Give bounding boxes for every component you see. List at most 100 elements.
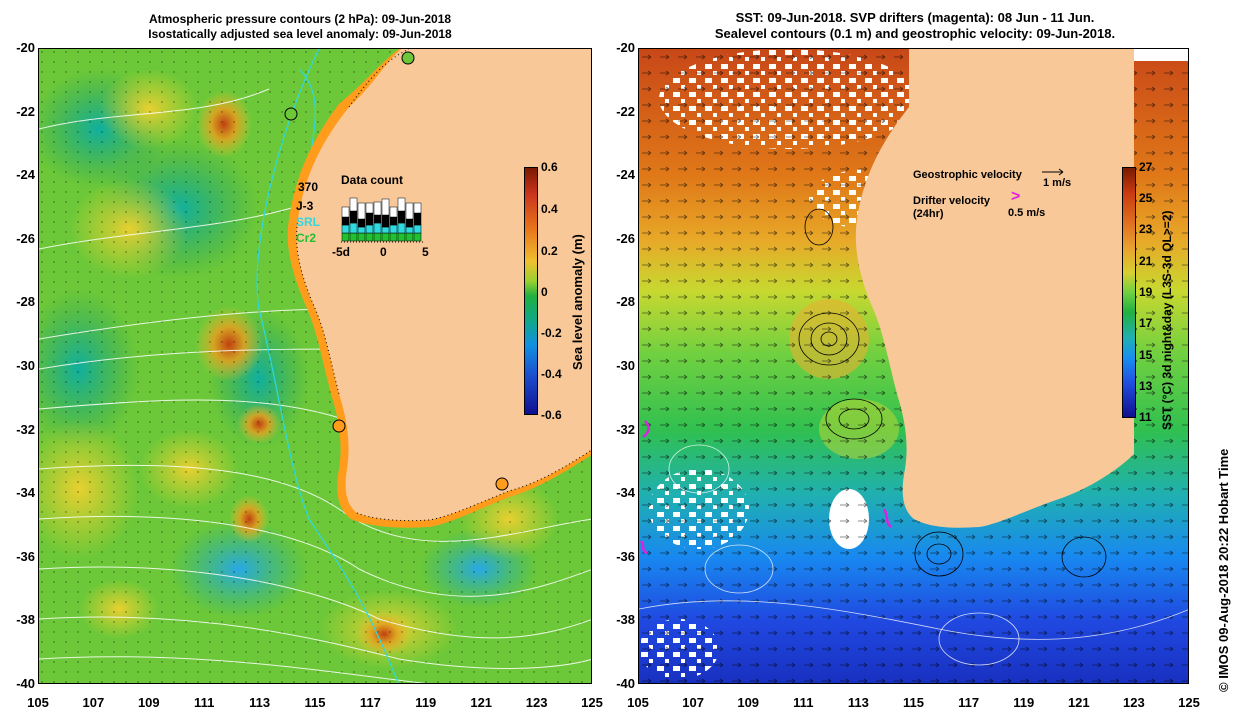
- mission-j3-label: J-3: [296, 199, 314, 213]
- lon-label: 121: [470, 695, 493, 710]
- lon-label: 109: [737, 695, 760, 710]
- sla-tick: 0.4: [541, 202, 558, 216]
- data-count-bar: [365, 224, 374, 234]
- lon-label: 113: [249, 695, 271, 710]
- sst-colorbar: [1122, 167, 1136, 418]
- lon-label: 105: [27, 695, 49, 710]
- data-count-bar: [341, 232, 350, 242]
- lon-label: 109: [137, 695, 160, 710]
- station-marker: [401, 51, 415, 65]
- sla-tick: -0.6: [541, 408, 562, 422]
- australia-land: [296, 49, 591, 521]
- lat-label: -36: [16, 548, 35, 564]
- sst-tick: 13: [1139, 379, 1153, 393]
- lon-label: 115: [304, 695, 326, 710]
- geo-velocity-arrow-icon: [1042, 168, 1064, 176]
- data-count-bar: [389, 206, 398, 218]
- data-count-bar: [357, 226, 366, 234]
- sst-tick: 15: [1139, 348, 1153, 362]
- data-count-bar: [373, 222, 382, 234]
- data-count-bar: [381, 226, 390, 234]
- data-count-bar: [381, 232, 390, 242]
- sst-map-svg: [639, 49, 1188, 683]
- data-count-bar: [397, 210, 406, 224]
- sla-tick: 0.2: [541, 244, 558, 258]
- data-count-bar: [373, 214, 382, 224]
- data-count-bar: [357, 218, 366, 228]
- data-count-bar: [365, 202, 374, 214]
- lat-label: -38: [16, 612, 35, 628]
- lat-label: -26: [16, 230, 35, 246]
- lon-label: 113: [847, 695, 869, 710]
- right-panel-title: SST: 09-Jun-2018. SVP drifters (magenta)…: [645, 10, 1185, 42]
- data-count-bar: [365, 232, 374, 242]
- left-title-line2: Isostatically adjusted sea level anomaly…: [148, 27, 452, 41]
- data-count-bar: [389, 232, 398, 242]
- sst-tick: 19: [1139, 285, 1153, 299]
- drifter-velocity-sub: (24hr): [913, 208, 944, 220]
- lon-label: 117: [958, 695, 980, 710]
- data-count-bars: [341, 197, 423, 243]
- sst-tick: 27: [1139, 160, 1153, 174]
- data-count-bar: [341, 216, 350, 226]
- data-count-bar: [413, 232, 422, 242]
- data-count-tick-2: 0: [380, 245, 387, 259]
- sea-level-anomaly-svg: [39, 49, 591, 683]
- data-count-bar: [413, 212, 422, 226]
- lat-label: -32: [616, 421, 635, 437]
- sla-tick: 0: [541, 285, 548, 299]
- mission-srl-label: SRL: [296, 215, 320, 229]
- lat-label: -28: [16, 294, 35, 310]
- lon-label: 125: [581, 695, 603, 710]
- lon-label: 119: [415, 695, 437, 710]
- lat-label: -20: [616, 40, 635, 55]
- lon-label: 125: [1178, 695, 1200, 710]
- right-title-line1: SST: 09-Jun-2018. SVP drifters (magenta)…: [735, 10, 1095, 25]
- data-count-bar: [357, 202, 366, 220]
- data-count-tick-1: -5d: [332, 245, 350, 259]
- right-title-line2: Sealevel contours (0.1 m) and geostrophi…: [714, 26, 1116, 41]
- lon-label: 107: [682, 695, 704, 710]
- lon-label: 107: [82, 695, 105, 710]
- mission-cr2-label: Cr2: [296, 231, 317, 245]
- sst-colorbar-label: SST (°C) 3d night&day (L3S-3d QL>=2): [1160, 210, 1174, 431]
- lat-label: -30: [616, 358, 635, 373]
- data-count-bar: [405, 218, 414, 228]
- lat-label: -34: [616, 485, 635, 501]
- lat-label: -22: [616, 103, 635, 119]
- geo-velocity-label: Geostrophic velocity: [913, 169, 1022, 181]
- lat-label: -38: [616, 612, 635, 628]
- data-count-bar: [349, 197, 358, 212]
- drifter-velocity-label: Drifter velocity: [913, 195, 991, 207]
- lon-label: 111: [194, 695, 215, 710]
- data-count-bar: [349, 222, 358, 234]
- geo-velocity-scale: 1 m/s: [1043, 177, 1072, 189]
- lat-label: -40: [616, 676, 635, 691]
- australia-land: [855, 49, 1188, 528]
- tide-gauge-stations: [284, 51, 509, 491]
- lon-label: 119: [1013, 695, 1035, 710]
- lat-label: -34: [16, 485, 35, 501]
- left-panel-title: Atmospheric pressure contours (2 hPa): 0…: [110, 12, 490, 42]
- data-count-bar: [341, 224, 350, 234]
- land-mass: [855, 49, 1188, 528]
- lon-label: 105: [627, 695, 649, 710]
- data-count-bar: [397, 232, 406, 242]
- data-count-bar: [373, 232, 382, 242]
- data-count-bar: [405, 226, 414, 234]
- lon-label: 123: [525, 695, 548, 710]
- land-mass: [287, 49, 591, 528]
- sla-tick: -0.4: [541, 367, 562, 381]
- data-count-title: Data count: [341, 173, 404, 187]
- station-marker: [495, 477, 509, 491]
- lat-label: -20: [16, 40, 35, 55]
- data-count-bar: [357, 232, 366, 242]
- lon-label: 117: [359, 695, 381, 710]
- sst-tick: 11: [1139, 410, 1152, 424]
- data-count-bar: [381, 198, 390, 216]
- sla-colorbar-label: Sea level anomaly (m): [570, 234, 585, 370]
- data-count-bar: [341, 206, 350, 218]
- data-count-bar: [389, 216, 398, 226]
- station-marker: [284, 107, 298, 121]
- sealevel-contours: [798, 208, 1107, 578]
